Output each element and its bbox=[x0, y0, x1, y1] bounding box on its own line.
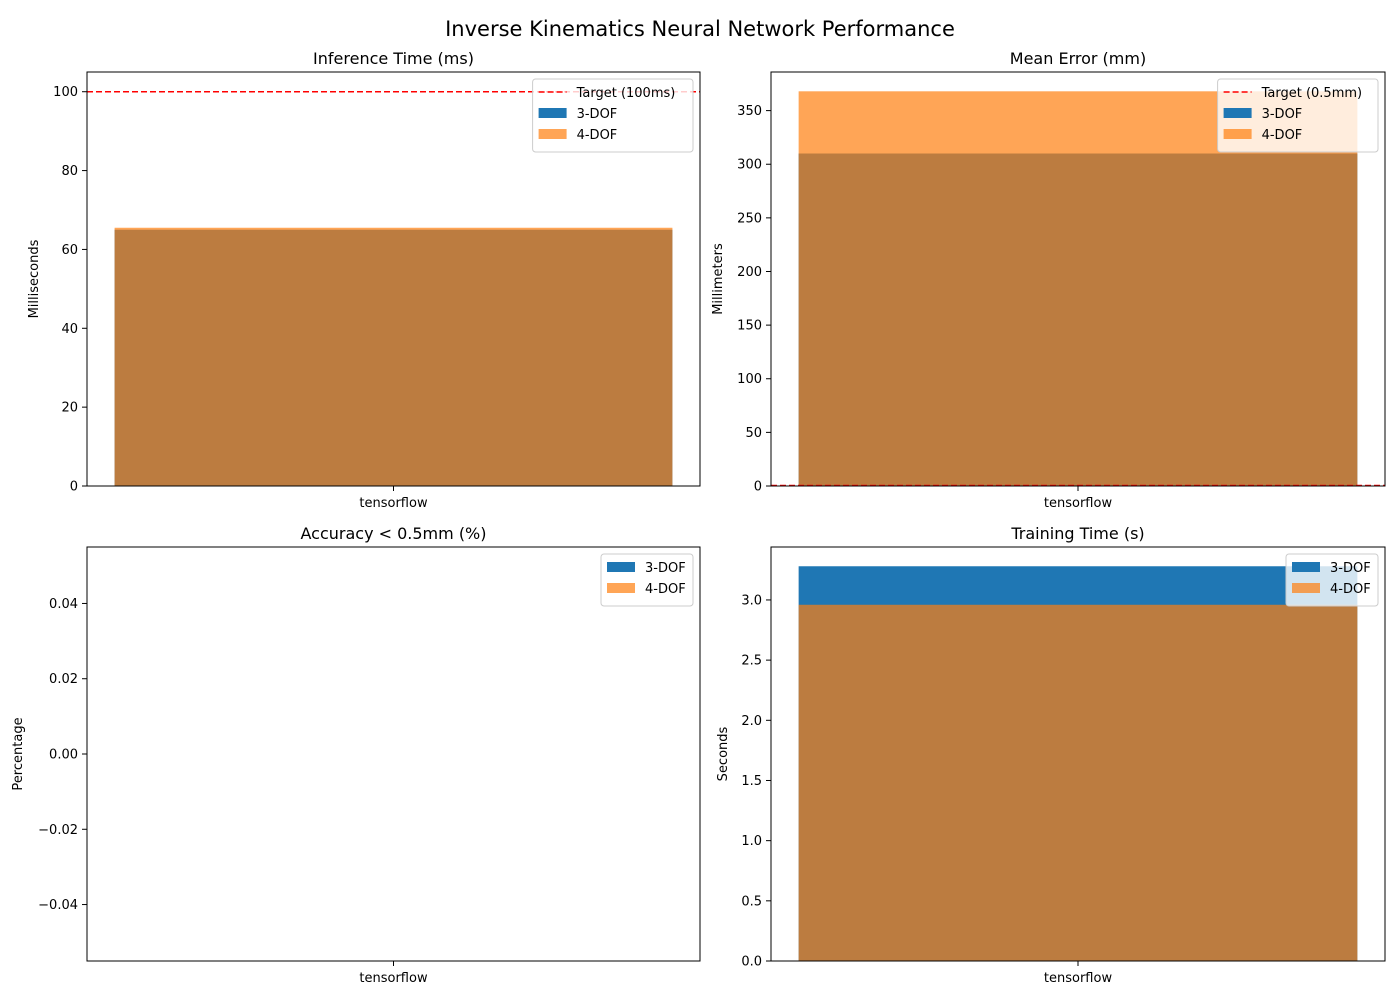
legend-label: Target (0.5mm) bbox=[1261, 86, 1363, 101]
y-tick-label: 150 bbox=[737, 319, 762, 334]
subplot-3: Accuracy < 0.5mm (%) Percentage −0.04 −0.02… bbox=[11, 524, 701, 986]
y-tick-label: −0.04 bbox=[38, 898, 78, 913]
legend-label: 4-DOF bbox=[645, 582, 686, 597]
legend-swatch-4-dof bbox=[1223, 129, 1252, 139]
subplot-4: Training Time (s) Seconds 0.0 0.5 1.0 1.5 2.0 2… bbox=[716, 524, 1386, 986]
bar-4-dof-tensorflow bbox=[798, 91, 1358, 487]
y-axis-label: Millimeters bbox=[711, 243, 726, 315]
legend-label: 3-DOF bbox=[1262, 107, 1303, 122]
y-tick-label: 50 bbox=[745, 426, 762, 441]
y-axis-label: Milliseconds bbox=[27, 239, 42, 318]
legend: 3-DOF 4-DOF bbox=[600, 553, 694, 607]
figure-suptitle: Inverse Kinematics Neural Network Perfor… bbox=[445, 17, 955, 41]
charts-container: Inference Time (ms) Milliseconds 0 20 40 60 80… bbox=[11, 49, 1386, 986]
y-tick-label: −0.02 bbox=[38, 823, 78, 838]
legend-label: 4-DOF bbox=[577, 128, 618, 143]
legend-label: 4-DOF bbox=[1262, 128, 1303, 143]
legend-swatch-4-dof bbox=[538, 129, 567, 139]
legend: 3-DOF 4-DOF bbox=[1285, 553, 1379, 607]
y-tick-label: 0.5 bbox=[741, 894, 762, 909]
y-tick-label: 40 bbox=[61, 322, 78, 337]
legend-swatch-4-dof bbox=[1292, 583, 1320, 593]
x-tick-label: tensorflow bbox=[359, 496, 428, 511]
y-tick-label: 0.0 bbox=[741, 955, 762, 970]
bar-4-dof-tensorflow bbox=[114, 227, 673, 486]
legend-swatch-3-dof bbox=[538, 108, 567, 118]
subplot-title: Training Time (s) bbox=[1010, 524, 1144, 543]
legend-label: 4-DOF bbox=[1330, 582, 1371, 597]
y-tick-label: 80 bbox=[61, 164, 78, 179]
legend-label: 3-DOF bbox=[577, 107, 618, 122]
y-tick-label: 0 bbox=[70, 480, 78, 495]
y-tick-label: 2.5 bbox=[741, 654, 762, 669]
legend-label: Target (100ms) bbox=[576, 86, 676, 101]
x-tick-label: tensorflow bbox=[1044, 496, 1113, 511]
legend-box bbox=[1217, 78, 1379, 153]
y-tick-label: 100 bbox=[53, 85, 78, 100]
y-tick-label: 0 bbox=[754, 480, 762, 495]
y-tick-label: 1.0 bbox=[741, 834, 762, 849]
legend-label: 3-DOF bbox=[1330, 561, 1371, 576]
subplot-title: Inference Time (ms) bbox=[313, 49, 474, 68]
y-axis-label: Seconds bbox=[716, 726, 731, 781]
subplot-2: Mean Error (mm) Millimeters 0 50 100 150 200 25… bbox=[711, 49, 1386, 511]
y-tick-label: 2.0 bbox=[741, 714, 762, 729]
y-tick-label: 20 bbox=[61, 401, 78, 416]
y-axis-label: Percentage bbox=[11, 717, 26, 790]
bar-4-dof-tensorflow bbox=[798, 604, 1358, 961]
x-tick-label: tensorflow bbox=[359, 971, 428, 986]
y-tick-label: 60 bbox=[61, 243, 78, 258]
x-tick-label: tensorflow bbox=[1044, 971, 1113, 986]
y-tick-label: 100 bbox=[737, 372, 762, 387]
subplot-1: Inference Time (ms) Milliseconds 0 20 40 60 80… bbox=[27, 49, 701, 511]
legend-label: 3-DOF bbox=[645, 561, 686, 576]
legend-swatch-3-dof bbox=[607, 562, 635, 572]
legend-swatch-3-dof bbox=[1223, 108, 1252, 118]
subplot-title: Accuracy < 0.5mm (%) bbox=[300, 524, 486, 543]
legend-swatch-4-dof bbox=[607, 583, 635, 593]
y-tick-label: 0.00 bbox=[49, 748, 78, 763]
y-tick-label: 350 bbox=[737, 104, 762, 119]
y-tick-label: 300 bbox=[737, 158, 762, 173]
y-tick-label: 0.04 bbox=[49, 597, 78, 612]
legend-box bbox=[532, 78, 694, 153]
subplot-title: Mean Error (mm) bbox=[1010, 49, 1146, 68]
y-tick-label: 250 bbox=[737, 211, 762, 226]
legend: Target (0.5mm) 3-DOF 4-DOF bbox=[1217, 78, 1379, 153]
y-tick-label: 200 bbox=[737, 265, 762, 280]
y-tick-label: 1.5 bbox=[741, 774, 762, 789]
axes-frame bbox=[86, 546, 701, 962]
legend-swatch-3-dof bbox=[1292, 562, 1320, 572]
y-tick-label: 3.0 bbox=[741, 593, 762, 608]
legend: Target (100ms) 3-DOF 4-DOF bbox=[532, 78, 694, 153]
y-tick-label: 0.02 bbox=[49, 672, 78, 687]
